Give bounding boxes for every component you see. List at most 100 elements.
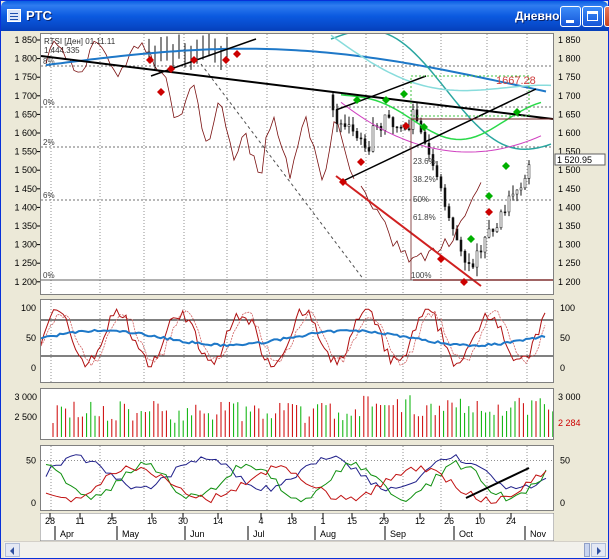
- day-tick-label: 25: [107, 516, 117, 526]
- price-candle-body: [499, 211, 503, 229]
- oscillator-axis-label: 100: [21, 303, 36, 313]
- price-candle-body: [351, 124, 355, 132]
- price-candle-body: [391, 117, 395, 128]
- current-price-label: 1 520.95: [557, 155, 592, 165]
- price-panel[interactable]: 8% 0% 2% 6% 0% RTSI [Ден] 01.11.11 1 444.335 16…: [40, 29, 554, 295]
- oscillator-axis-label: 0: [560, 363, 565, 373]
- price-axis-tick-label: 1 250: [14, 258, 37, 268]
- oscillator-chart: [40, 300, 553, 382]
- peak-value-label: 1667.28: [496, 75, 536, 87]
- price-candle-body: [431, 154, 435, 166]
- price-axis-tick-label: 1 550: [558, 147, 581, 157]
- price-candle-body: [447, 206, 451, 218]
- sell-signal-marker: [157, 88, 165, 96]
- price-candle-body: [495, 227, 499, 232]
- price-axis-tick-label: 1 800: [14, 54, 37, 64]
- sell-signal-marker: [437, 255, 445, 263]
- price-candle-body: [527, 164, 531, 179]
- sell-signal-marker: [485, 208, 493, 216]
- day-tick-label: 18: [287, 516, 297, 526]
- scroll-left-arrow-icon[interactable]: [5, 543, 20, 557]
- sell-signal-marker: [460, 278, 468, 286]
- price-axis-tick-label: 1 700: [558, 91, 581, 101]
- adx-panel[interactable]: [40, 445, 554, 511]
- period-label[interactable]: Дневной: [515, 9, 567, 23]
- moving-average-blue: [45, 47, 547, 93]
- price-candle-body: [423, 131, 427, 144]
- price-axis-tick-label: 1 350: [14, 221, 37, 231]
- adx-trendline: [465, 467, 530, 499]
- horizontal-scrollbar[interactable]: [4, 541, 607, 558]
- month-label: May: [122, 529, 140, 539]
- time-axis: 28 11 25 16 30 14 4 18 1 15 29 12 26 10 24 Apr May Jun Jul…: [40, 513, 554, 541]
- month-label: Oct: [459, 529, 474, 539]
- price-candle-body: [435, 165, 439, 178]
- buy-signal-marker: [513, 108, 521, 116]
- price-axis-tick-label: 1 600: [558, 128, 581, 138]
- price-axis-tick-label: 1 450: [14, 184, 37, 194]
- price-candle-body: [331, 94, 335, 111]
- price-candle-body: [387, 114, 391, 118]
- maximize-icon: [587, 11, 598, 21]
- oscillator-panel[interactable]: [40, 299, 554, 383]
- price-candle-body: [355, 130, 359, 139]
- price-axis-tick-label: 1 500: [14, 165, 37, 175]
- price-candle-body: [483, 236, 487, 253]
- price-left-axis: 1 850 1 800 1 750 1 700 1 650 1 600 1 550 1 500…: [14, 35, 40, 287]
- sell-signal-marker: [167, 65, 175, 73]
- minimize-button[interactable]: [560, 6, 581, 27]
- day-tick-label: 24: [506, 516, 516, 526]
- price-axis-tick-label: 1 750: [558, 72, 581, 82]
- price-candle-body: [415, 109, 419, 122]
- adx-right-axis: 50 0: [560, 456, 570, 509]
- price-candle-body: [491, 228, 495, 232]
- oscillator-axis-label: 100: [560, 303, 575, 313]
- oscillator-left-axis: 100 50 0: [21, 303, 36, 373]
- day-tick-label: 28: [45, 516, 55, 526]
- stochastic-d-line: [40, 309, 546, 367]
- fib-level-label: 0%: [43, 271, 55, 280]
- maximize-button[interactable]: [582, 6, 603, 27]
- price-candle-body: [359, 137, 363, 140]
- lower-band: [360, 182, 482, 263]
- di-plus-line: [45, 459, 547, 503]
- price-candle-body: [459, 239, 463, 252]
- channel-top: [335, 75, 427, 111]
- info-line: 1 444.335: [44, 46, 80, 55]
- buy-signal-marker: [467, 235, 475, 243]
- scroll-thumb[interactable]: [584, 543, 590, 557]
- price-candle-body: [371, 125, 375, 152]
- price-axis-tick-label: 1 850: [558, 35, 581, 45]
- fib-level-label: 2%: [43, 138, 55, 147]
- price-candle-body: [363, 138, 367, 148]
- adx-axis-label: 50: [560, 456, 570, 466]
- price-candle-body: [463, 250, 467, 263]
- sell-signal-marker: [222, 56, 230, 64]
- volume-current-label: 2 284: [558, 418, 581, 428]
- close-button[interactable]: [604, 6, 609, 27]
- price-candle-body: [523, 178, 527, 189]
- price-candle-body: [511, 193, 515, 197]
- fib-level-label: 0%: [43, 98, 55, 107]
- price-candle-body: [383, 114, 387, 131]
- volume-panel[interactable]: [40, 388, 554, 440]
- scroll-right-arrow-icon[interactable]: [591, 543, 606, 557]
- time-axis-background: [40, 513, 554, 541]
- price-axis-tick-label: 1 500: [558, 165, 581, 175]
- price-axis-tick-label: 1 200: [14, 277, 37, 287]
- oscillator-axis-label: 0: [31, 363, 36, 373]
- price-candle-body: [427, 142, 431, 155]
- price-right-axis: 1 850 1 800 1 750 1 700 1 650 1 600 1 550 1 500…: [554, 35, 606, 287]
- chart-area[interactable]: 8% 0% 2% 6% 0% RTSI [Ден] 01.11.11 1 444.335 16…: [4, 29, 607, 541]
- month-label: Aug: [320, 529, 336, 539]
- price-candle-body: [515, 189, 519, 195]
- sell-signal-marker: [402, 122, 410, 130]
- sell-signal-marker: [233, 50, 241, 58]
- price-candle-body: [487, 228, 491, 238]
- long-trendline: [40, 55, 554, 120]
- title-bar[interactable]: РТС Дневной: [1, 1, 609, 31]
- buy-signal-marker: [502, 162, 510, 170]
- volume-left-axis: 3 000 2 500: [14, 392, 37, 422]
- stochastic-k-line: [40, 307, 546, 368]
- day-tick-label: 14: [213, 516, 223, 526]
